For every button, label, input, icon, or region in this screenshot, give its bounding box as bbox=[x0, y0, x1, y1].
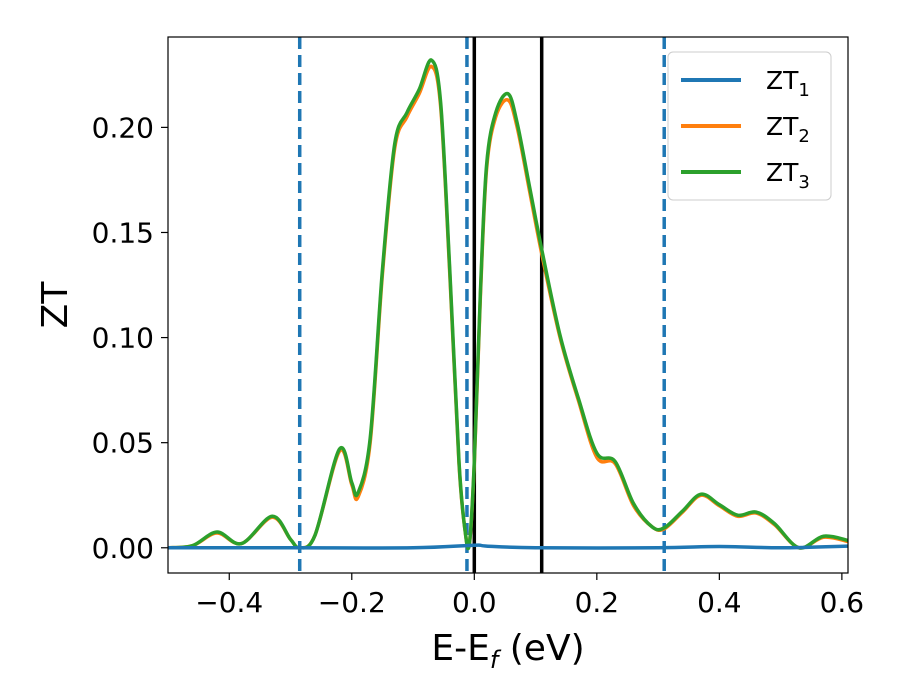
y-tick-label: 0.20 bbox=[92, 111, 154, 144]
legend-label-zt2: ZT2 bbox=[766, 112, 810, 147]
legend-label-zt1: ZT1 bbox=[766, 66, 810, 101]
x-tick-label: 0.2 bbox=[575, 586, 620, 619]
legend-box bbox=[667, 51, 832, 201]
x-tick-label: 0.6 bbox=[820, 586, 865, 619]
y-axis-title: ZT bbox=[35, 281, 76, 329]
x-tick-label: 0.0 bbox=[452, 586, 497, 619]
series-line-zt1 bbox=[168, 543, 848, 550]
y-tick-label: 0.00 bbox=[92, 532, 154, 565]
plot-frame bbox=[167, 36, 849, 574]
series-line-zt3 bbox=[168, 58, 848, 551]
y-tick-label: 0.05 bbox=[92, 427, 154, 460]
series-group bbox=[168, 58, 848, 551]
x-axis: −0.4 −0.2 0.0 0.2 0.4 0.6 bbox=[195, 573, 864, 619]
x-tick-label: −0.2 bbox=[318, 586, 386, 619]
x-tick-label: 0.4 bbox=[697, 586, 742, 619]
legend: ZT1 ZT2 ZT3 bbox=[667, 51, 832, 201]
x-tick-label: −0.4 bbox=[195, 586, 263, 619]
y-axis: 0.00 0.05 0.10 0.15 0.20 bbox=[92, 111, 168, 565]
y-tick-label: 0.15 bbox=[92, 216, 154, 249]
legend-label-zt3: ZT3 bbox=[766, 158, 810, 193]
y-tick-label: 0.10 bbox=[92, 322, 154, 355]
x-axis-title: E-Ef (eV) bbox=[431, 628, 584, 674]
